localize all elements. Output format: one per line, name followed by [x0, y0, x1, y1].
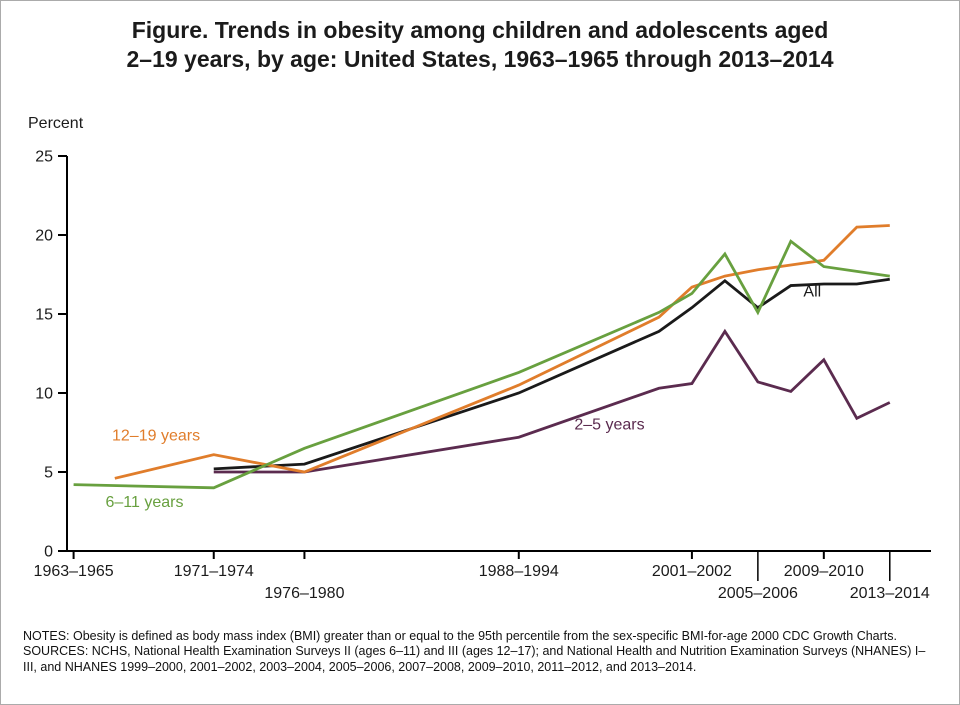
x-tick-label: 1971–1974 — [174, 563, 254, 580]
series-line-6-11-years — [73, 239, 890, 490]
figure-title: Figure. Trends in obesity among children… — [1, 1, 959, 75]
figure-title-line2: 2–19 years, by age: United States, 1963–… — [126, 46, 834, 73]
series-label-6-11-years: 6–11 years — [106, 494, 184, 511]
x-tick-label: 2001–2002 — [652, 563, 732, 580]
series-line-all — [213, 277, 890, 471]
y-tick-label: 5 — [44, 465, 53, 482]
series-label-12-19-years: 12–19 years — [112, 427, 200, 444]
series-label-2-5-years: 2–5 years — [574, 416, 644, 433]
y-tick-label: 15 — [35, 307, 53, 324]
x-tick-label: 1963–1965 — [34, 563, 114, 580]
x-tick-label: 2013–2014 — [850, 585, 930, 602]
obesity-trends-line-chart: Percent 0 5 10 15 20 25 1963–1965 1971–1974 1976–… — [28, 115, 931, 602]
y-tick-label: 10 — [35, 386, 53, 403]
figure-title-line1: Figure. Trends in obesity among children… — [131, 17, 829, 43]
y-tick-label: 0 — [44, 544, 53, 561]
series-label-all: All — [803, 284, 821, 301]
series-line-2-5-years — [213, 328, 891, 474]
x-tick-label: 1976–1980 — [264, 585, 344, 602]
y-tick-label: 20 — [35, 228, 53, 245]
x-tick-label: 2009–2010 — [784, 563, 864, 580]
sources-text: SOURCES: NCHS, National Health Examinati… — [23, 644, 926, 674]
x-tick-label: 1988–1994 — [479, 563, 559, 580]
x-tick-label: 2005–2006 — [718, 585, 798, 602]
notes-text: NOTES: Obesity is defined as body mass i… — [23, 629, 897, 643]
y-axis-title: Percent — [28, 115, 84, 132]
y-tick-label: 25 — [35, 149, 53, 166]
series-line-12-19-years — [114, 224, 890, 480]
footnotes: NOTES: Obesity is defined as body mass i… — [23, 629, 935, 675]
